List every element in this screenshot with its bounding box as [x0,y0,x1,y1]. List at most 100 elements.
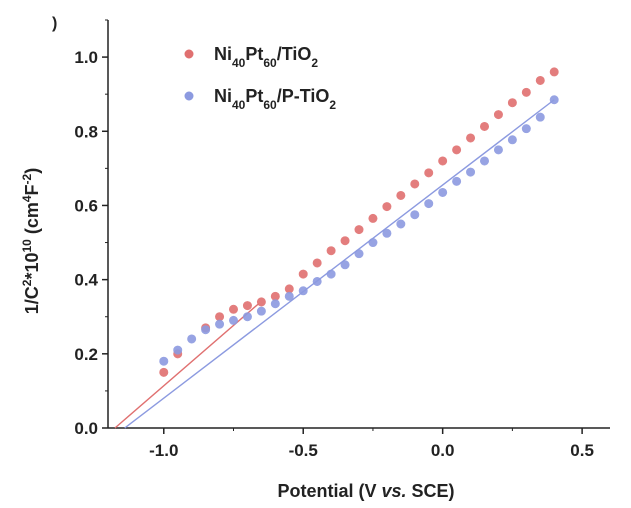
data-point-series-1 [410,179,420,189]
data-point-series-1 [382,202,392,212]
data-point-series-2 [382,228,392,238]
data-point-series-1 [242,301,252,311]
y-tick-label: 0.4 [74,271,98,290]
fit-lines [114,99,555,429]
data-point-series-2 [312,276,322,286]
legend-label-1: Ni40Pt60/TiO2 [214,44,318,70]
data-point-series-1 [312,258,322,268]
data-point-series-2 [507,135,517,145]
text-part: F [22,184,42,195]
data-point-series-2 [340,260,350,270]
text-part: Potential (V [277,481,381,501]
text-part: /P-TiO [277,86,330,106]
data-point-series-1 [256,297,266,307]
fit-line-2 [124,99,555,429]
data-point-series-2 [159,356,169,366]
data-point-series-2 [466,167,476,177]
text-part: Ni [214,86,232,106]
data-point-series-2 [549,95,559,105]
text-part: 4 [20,195,34,202]
data-point-series-1 [507,98,517,108]
data-point-series-2 [326,269,336,279]
data-point-series-2 [452,176,462,186]
data-point-series-1 [521,87,531,97]
data-point-series-1 [549,67,559,77]
text-part: 2 [20,279,34,286]
x-axis: -1.0 -0.5 0.0 0.5 [149,428,594,460]
data-point-series-1 [424,168,434,178]
data-point-series-2 [242,312,252,322]
data-point-series-2 [354,249,364,259]
text-part: SCE) [407,481,455,501]
text-part: 40 [232,56,246,70]
data-point-series-1 [396,190,406,200]
panel-label: ) [52,15,57,32]
data-point-series-2 [368,238,378,248]
y-tick-label: 0.0 [74,419,98,438]
text-part: vs. [381,481,406,501]
y-tick-label: 0.8 [74,122,98,141]
data-point-series-1 [354,225,364,235]
data-point-series-1 [326,246,336,256]
text-part: Pt [245,44,263,64]
text-part: 2 [311,56,318,70]
text-part: 40 [232,98,246,112]
text-part: 2 [329,98,336,112]
x-tick-label: 0.0 [431,441,455,460]
x-axis-label: Potential (V vs. SCE) [277,481,454,501]
data-point-series-2 [215,319,225,329]
y-tick-label: 0.2 [74,345,98,364]
text-part: ) [22,168,42,174]
data-points [159,67,559,377]
text-part: Ni [214,44,232,64]
data-point-series-2 [438,187,448,197]
data-point-series-1 [159,367,169,377]
text-part: 60 [263,98,277,112]
data-point-series-2 [493,145,503,155]
legend-label-2: Ni40Pt60/P-TiO2 [214,86,336,112]
y-tick-label: 0.6 [74,196,98,215]
data-point-series-2 [270,299,280,309]
data-point-series-1 [340,236,350,246]
text-part: -2 [20,173,34,184]
y-axis-label: 1/C2*1010 (cm4F-2) [20,168,42,314]
data-point-series-1 [493,110,503,120]
data-point-series-2 [256,306,266,316]
data-point-series-2 [410,210,420,220]
data-point-series-2 [298,286,308,296]
data-point-series-2 [521,124,531,134]
legend-marker-2 [184,91,194,101]
y-axis: 0.0 0.2 0.4 0.6 0.8 1.0 [74,19,108,438]
data-point-series-1 [438,156,448,166]
text-part: /TiO [277,44,312,64]
data-point-series-1 [229,304,239,314]
text-part: 1/C [22,286,42,314]
data-point-series-1 [452,145,462,155]
data-point-series-2 [479,156,489,166]
text-part: 10 [20,239,34,253]
x-tick-label: -1.0 [149,441,178,460]
x-tick-label: 0.5 [570,441,594,460]
data-point-series-2 [173,345,183,355]
text-part: (cm [22,202,42,239]
data-point-series-2 [229,315,239,325]
data-point-series-2 [187,334,197,344]
legend-marker-1 [184,49,194,59]
data-point-series-2 [535,112,545,122]
plot-frame [107,20,610,429]
data-point-series-1 [368,213,378,223]
text-part: 60 [263,56,277,70]
data-point-series-2 [284,291,294,301]
text-part: Pt [245,86,263,106]
x-tick-label: -0.5 [289,441,318,460]
data-point-series-2 [396,219,406,229]
data-point-series-1 [298,269,308,279]
data-point-series-1 [479,121,489,131]
data-point-series-2 [424,199,434,209]
y-tick-label: 1.0 [74,48,98,67]
data-point-series-1 [466,133,476,143]
text-part: *10 [22,253,42,280]
data-point-series-1 [535,75,545,85]
data-point-series-2 [201,325,211,335]
